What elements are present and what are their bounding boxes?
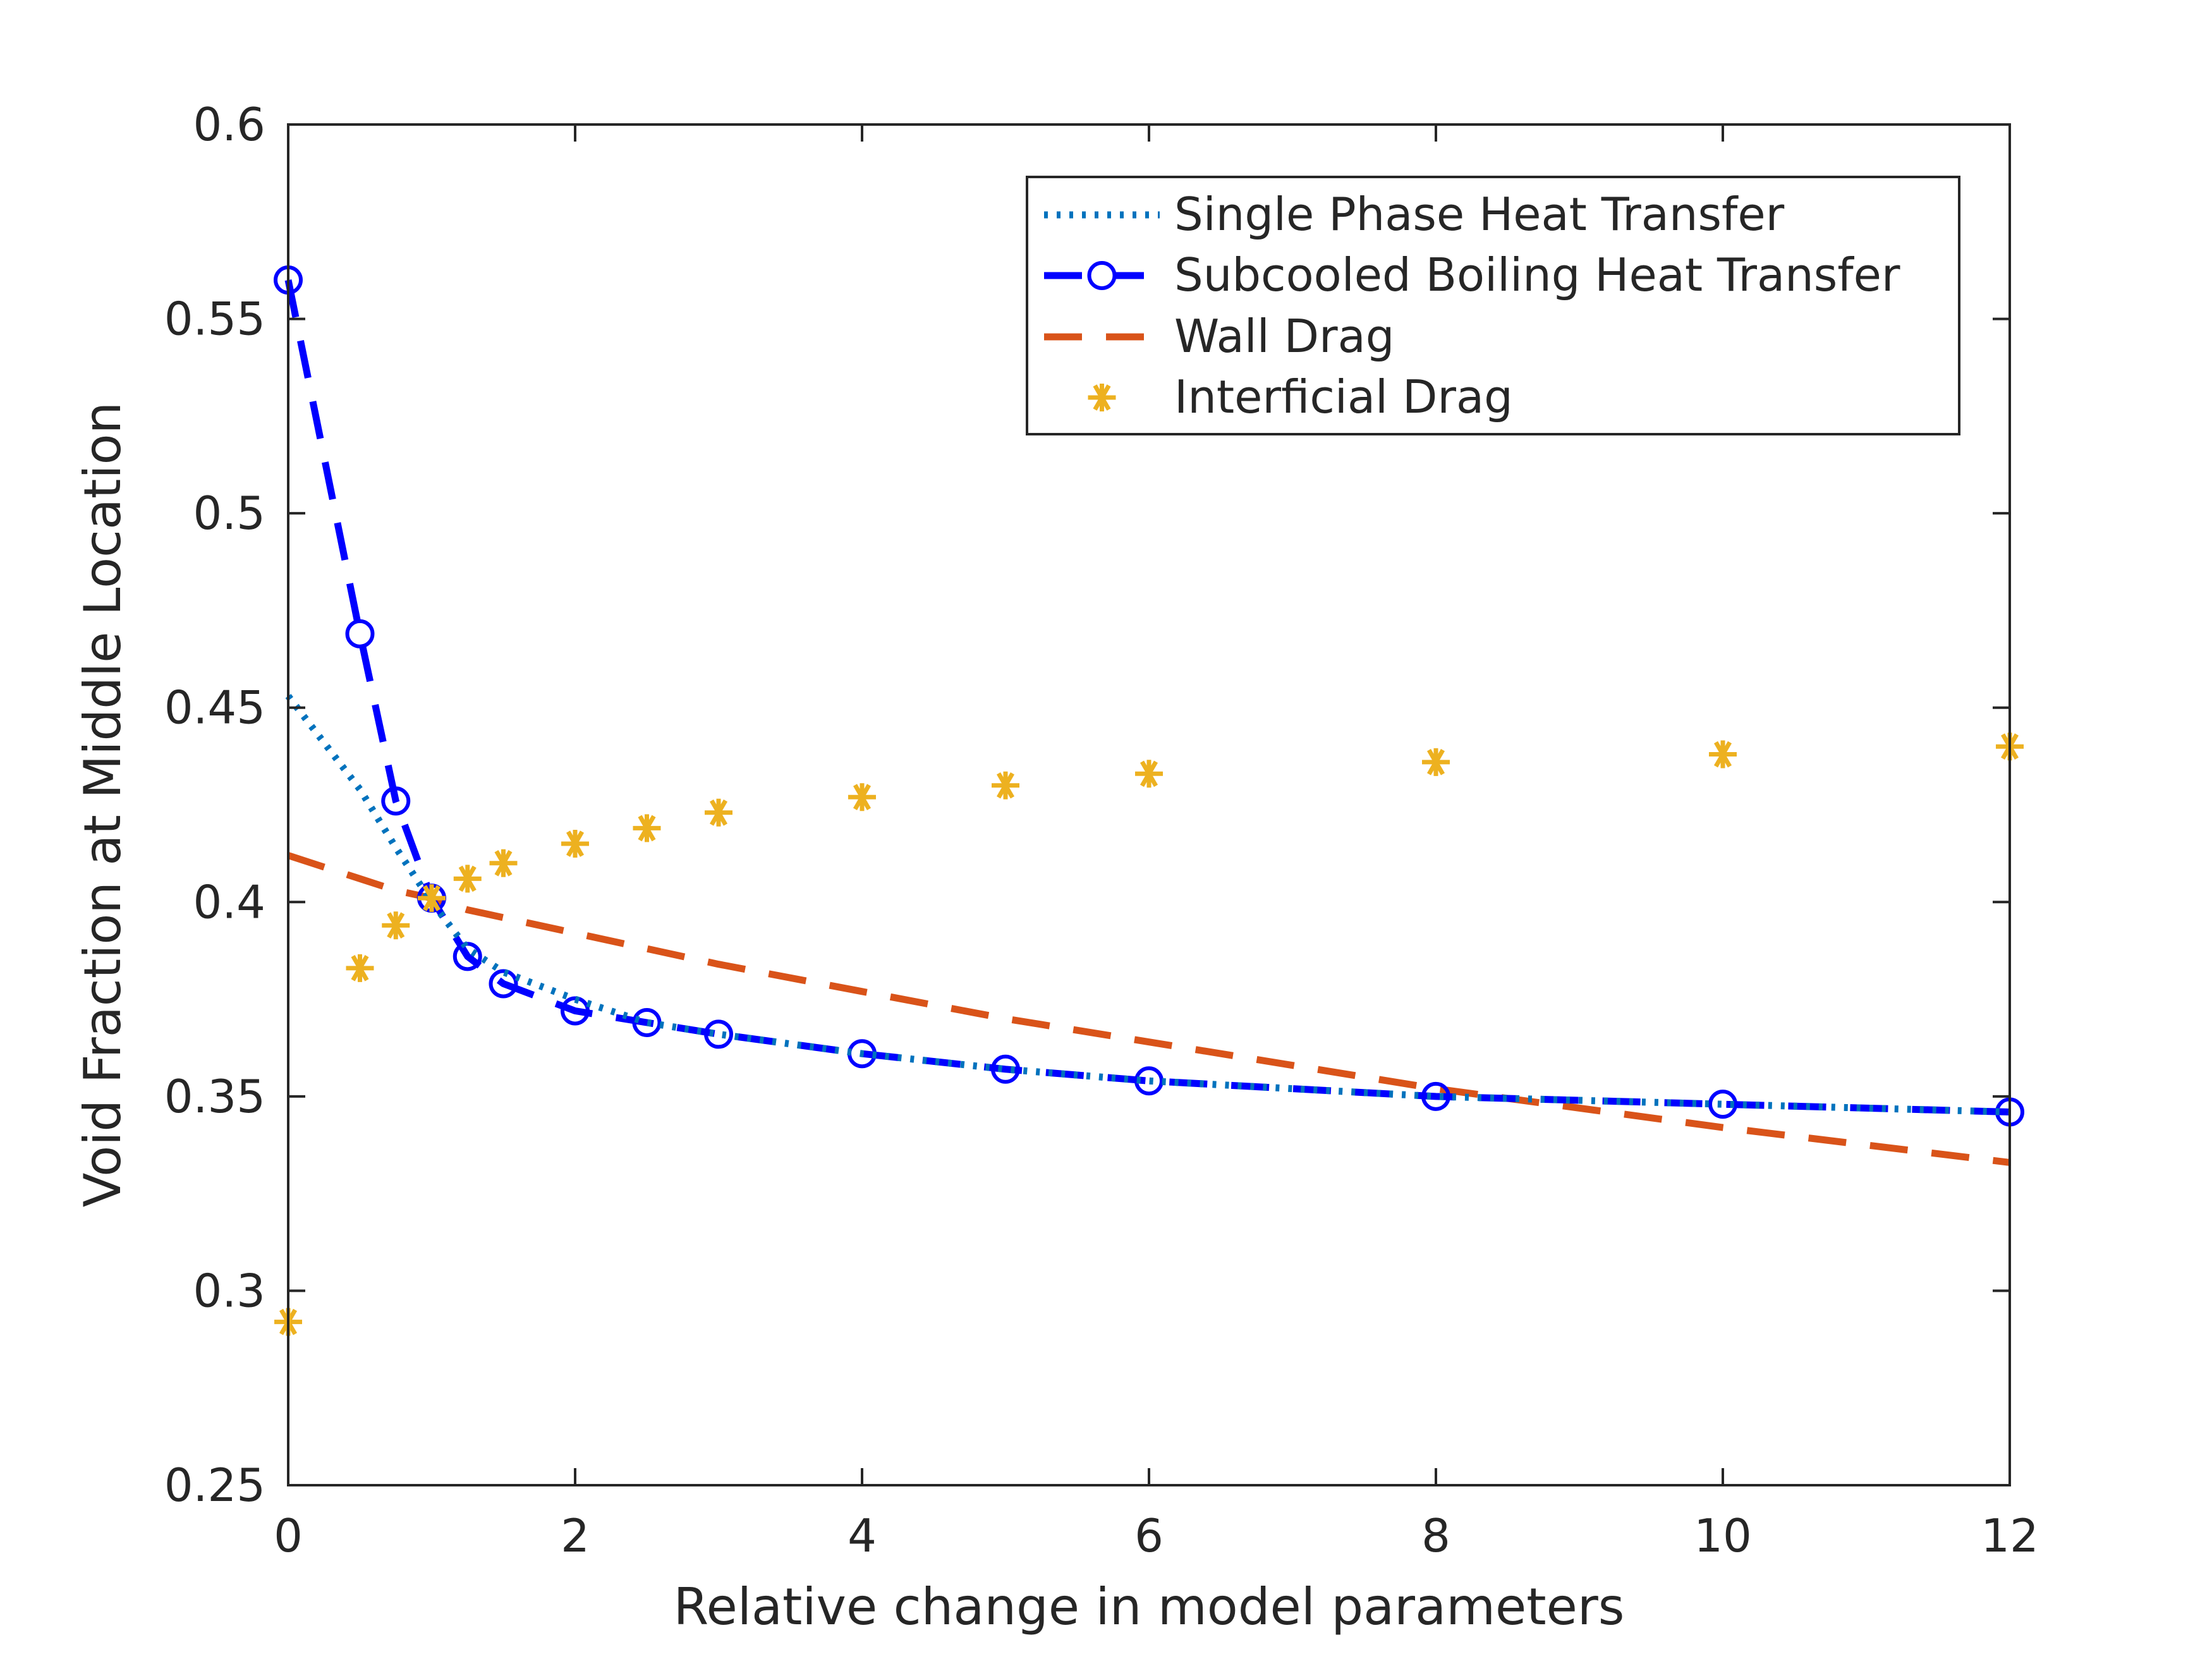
x-tick-label: 4 — [848, 1509, 877, 1562]
data-point — [848, 783, 876, 811]
legend-box — [1026, 176, 1960, 435]
legend-label: Wall Drag — [1174, 310, 1394, 363]
y-tick-label: 0.35 — [164, 1070, 265, 1123]
y-axis-label: Void Fraction at Middle Location — [73, 402, 132, 1208]
series-line — [285, 693, 2010, 1115]
legend: Single Phase Heat Transfer Subcooled Boi… — [1026, 176, 1960, 435]
data-point — [346, 954, 374, 982]
y-tick-label: 0.45 — [164, 681, 265, 734]
x-tick-label: 0 — [274, 1509, 303, 1562]
data-point — [704, 1019, 733, 1049]
data-point — [381, 786, 411, 816]
ticks-layer: 0 2 4 6 8 10 12 0.25 0.3 0.35 0.4 0.45 0.5 0.55 0.6 — [164, 98, 2039, 1562]
data-point — [1134, 1066, 1164, 1096]
x-axis-label: Relative change in model parameters — [674, 1577, 1625, 1636]
data-point — [489, 969, 518, 999]
y-tick-label: 0.5 — [193, 487, 265, 540]
x-tick-label: 8 — [1421, 1509, 1450, 1562]
data-point — [382, 911, 410, 940]
legend-marker-sample — [1088, 384, 1116, 411]
series-line — [287, 852, 2010, 1166]
data-point — [633, 814, 661, 842]
data-point — [453, 865, 482, 893]
x-tick-label: 2 — [561, 1509, 590, 1562]
data-point — [561, 996, 590, 1026]
data-point — [1421, 1081, 1450, 1111]
data-point — [345, 619, 375, 648]
series-line — [284, 279, 2010, 1115]
y-tick-label: 0.3 — [193, 1264, 265, 1317]
data-point — [1709, 740, 1737, 769]
x-tick-label: 12 — [1981, 1509, 2039, 1562]
y-tick-label: 0.55 — [164, 293, 265, 346]
data-point — [992, 771, 1019, 799]
legend-label: Subcooled Boiling Heat Transfer — [1174, 248, 1900, 301]
data-point — [1422, 748, 1450, 776]
legend-label: Interficial Drag — [1174, 370, 1513, 423]
data-point — [991, 1054, 1020, 1084]
legend-marker-sample — [1087, 261, 1117, 290]
series-layer — [274, 265, 2024, 1336]
legend-samples — [1044, 211, 1160, 411]
x-tick-label: 6 — [1134, 1509, 1164, 1562]
data-point — [705, 798, 732, 827]
legend-label: Single Phase Heat Transfer — [1174, 188, 1785, 241]
y-tick-label: 0.25 — [164, 1459, 265, 1512]
data-point — [489, 849, 518, 877]
data-point — [418, 884, 446, 913]
data-point — [1708, 1090, 1737, 1119]
y-tick-label: 0.6 — [193, 98, 265, 151]
data-point — [1135, 760, 1163, 788]
data-point — [632, 1007, 662, 1037]
x-tick-label: 10 — [1694, 1509, 1752, 1562]
y-tick-label: 0.4 — [193, 875, 265, 928]
data-point — [561, 830, 589, 858]
